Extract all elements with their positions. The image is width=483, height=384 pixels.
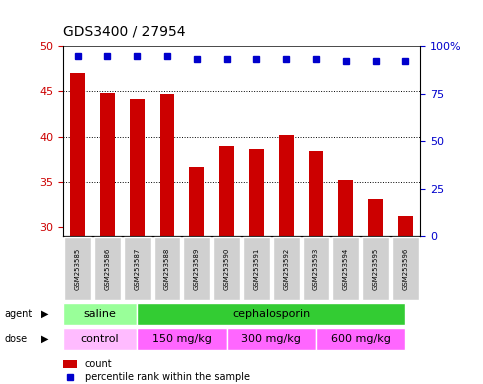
Bar <box>70 73 85 236</box>
FancyBboxPatch shape <box>392 237 419 300</box>
Text: count: count <box>85 359 112 369</box>
Bar <box>159 94 174 236</box>
Bar <box>63 359 77 368</box>
FancyBboxPatch shape <box>362 237 389 300</box>
Text: agent: agent <box>5 309 33 319</box>
Text: 600 mg/kg: 600 mg/kg <box>331 334 391 344</box>
Bar <box>279 135 294 236</box>
Text: GSM253591: GSM253591 <box>254 248 259 290</box>
Bar <box>100 93 115 236</box>
Text: GSM253588: GSM253588 <box>164 248 170 290</box>
FancyBboxPatch shape <box>302 237 329 300</box>
Bar <box>130 99 145 236</box>
Text: percentile rank within the sample: percentile rank within the sample <box>85 372 250 382</box>
Bar <box>219 146 234 236</box>
FancyBboxPatch shape <box>124 237 151 300</box>
FancyBboxPatch shape <box>64 237 91 300</box>
Text: 150 mg/kg: 150 mg/kg <box>152 334 212 344</box>
Text: GSM253587: GSM253587 <box>134 248 140 290</box>
Text: GSM253594: GSM253594 <box>343 248 349 290</box>
FancyBboxPatch shape <box>332 237 359 300</box>
Bar <box>398 216 413 236</box>
Bar <box>309 151 324 236</box>
Bar <box>368 199 383 236</box>
FancyBboxPatch shape <box>137 328 227 350</box>
Text: GSM253595: GSM253595 <box>372 248 379 290</box>
Text: cephalosporin: cephalosporin <box>232 309 311 319</box>
FancyBboxPatch shape <box>273 237 299 300</box>
Text: GSM253590: GSM253590 <box>224 248 229 290</box>
FancyBboxPatch shape <box>184 237 210 300</box>
Text: control: control <box>81 334 119 344</box>
Text: GSM253593: GSM253593 <box>313 248 319 290</box>
FancyBboxPatch shape <box>227 328 316 350</box>
Text: ▶: ▶ <box>41 309 49 319</box>
FancyBboxPatch shape <box>63 328 137 350</box>
FancyBboxPatch shape <box>154 237 181 300</box>
Text: GDS3400 / 27954: GDS3400 / 27954 <box>63 25 185 39</box>
Bar <box>189 167 204 236</box>
FancyBboxPatch shape <box>94 237 121 300</box>
FancyBboxPatch shape <box>63 303 137 325</box>
FancyBboxPatch shape <box>316 328 405 350</box>
Text: GSM253596: GSM253596 <box>402 248 408 290</box>
FancyBboxPatch shape <box>213 237 240 300</box>
FancyBboxPatch shape <box>137 303 405 325</box>
Text: ▶: ▶ <box>41 334 49 344</box>
FancyBboxPatch shape <box>243 237 270 300</box>
Bar <box>338 180 353 236</box>
Text: GSM253589: GSM253589 <box>194 248 200 290</box>
Bar <box>249 149 264 236</box>
Text: GSM253586: GSM253586 <box>104 248 111 290</box>
Text: GSM253592: GSM253592 <box>283 248 289 290</box>
Text: dose: dose <box>5 334 28 344</box>
Text: 300 mg/kg: 300 mg/kg <box>242 334 301 344</box>
Text: GSM253585: GSM253585 <box>75 248 81 290</box>
Text: saline: saline <box>84 309 116 319</box>
